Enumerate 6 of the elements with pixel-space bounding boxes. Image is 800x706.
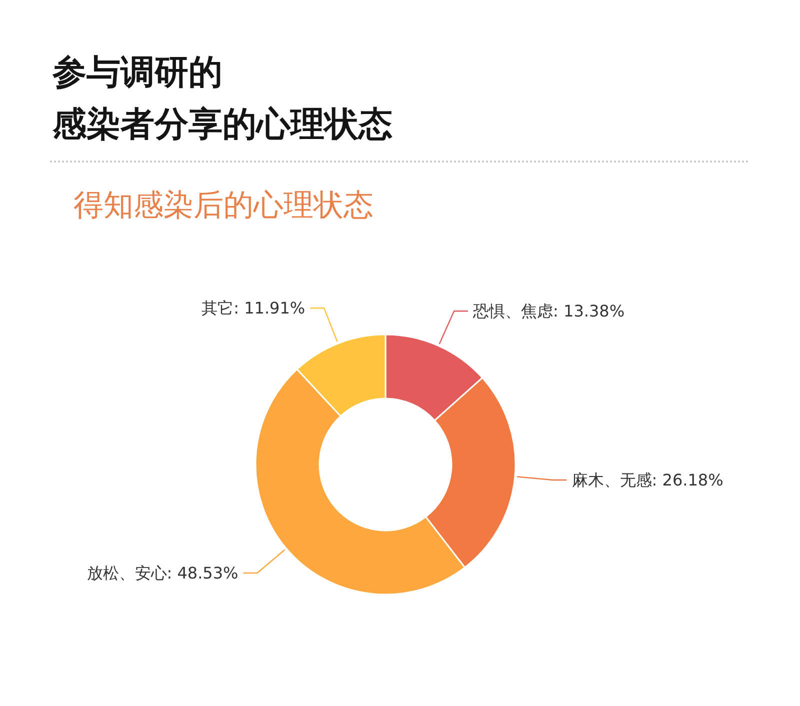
- slice-label: 麻木、无感: 26.18%: [572, 470, 724, 490]
- slice-label: 其它: 11.91%: [202, 298, 306, 318]
- slice-label: 放松、安心: 48.53%: [86, 564, 238, 583]
- chart-title: 参与调研的感染者分享的心理状态: [52, 52, 392, 144]
- slice-label: 恐惧、焦虑: 13.38%: [472, 302, 625, 321]
- chart-subtitle: 得知感染后的心理状态: [74, 188, 374, 223]
